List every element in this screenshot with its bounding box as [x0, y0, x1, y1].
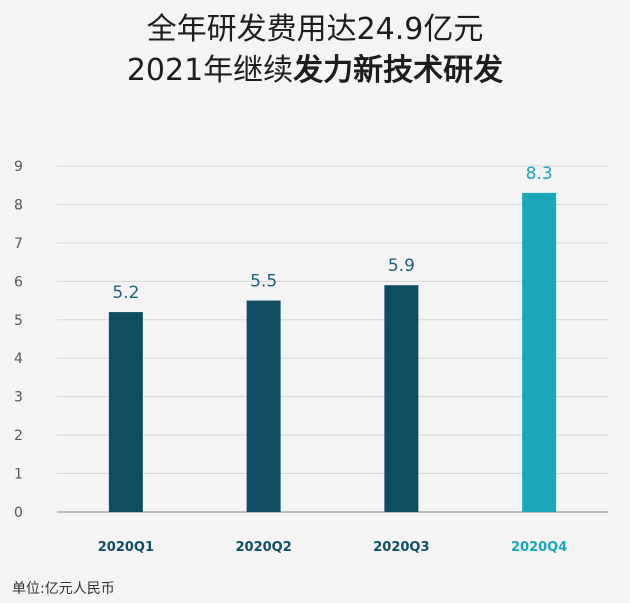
title-line-2: 2021年继续发力新技术研发	[0, 50, 630, 92]
y-tick-label: 1	[14, 467, 23, 483]
data-label: 5.9	[388, 256, 415, 276]
title-line-1: 全年研发费用达24.9亿元	[146, 12, 484, 47]
unit-label: 单位:亿元人民币	[12, 581, 115, 597]
x-tick-label: 2020Q2	[235, 540, 291, 555]
bar	[246, 300, 281, 512]
title-line-2-bold: 发力新技术研发	[293, 53, 504, 88]
y-tick-label: 0	[14, 505, 23, 521]
y-tick-label: 9	[14, 159, 23, 175]
bar	[522, 192, 557, 512]
x-tick-label: 2020Q3	[373, 540, 429, 555]
y-tick-label: 3	[14, 390, 23, 406]
y-tick-label: 8	[14, 197, 23, 213]
y-tick-label: 5	[14, 313, 23, 329]
x-tick-label: 2020Q4	[511, 540, 567, 555]
title-line-2-normal: 2021年继续	[126, 53, 294, 88]
y-tick-label: 6	[14, 274, 23, 290]
data-label: 5.2	[112, 283, 139, 303]
bar	[108, 312, 143, 512]
x-tick-label: 2020Q1	[98, 540, 154, 555]
chart-title: 全年研发费用达24.9亿元 2021年继续发力新技术研发	[0, 10, 630, 92]
data-label: 5.5	[250, 272, 277, 292]
bar	[384, 285, 419, 512]
y-tick-label: 4	[14, 351, 23, 367]
data-label: 8.3	[526, 164, 553, 184]
y-tick-label: 2	[14, 428, 23, 444]
y-tick-label: 7	[14, 236, 23, 252]
